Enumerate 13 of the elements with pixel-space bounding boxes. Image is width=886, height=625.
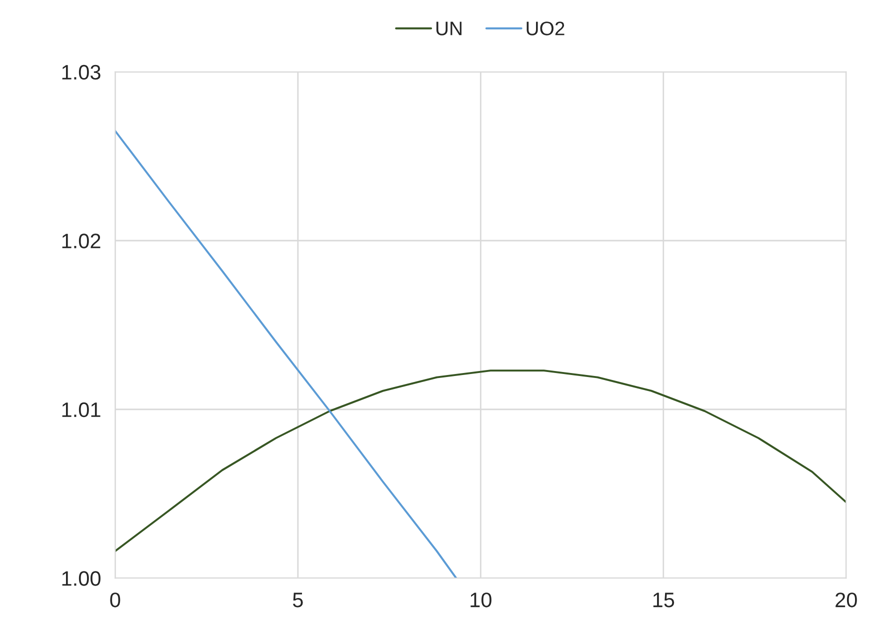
legend-label: UN [436,22,462,36]
x-tick-label: 15 [653,592,674,608]
y-tick-label: 1.01 [62,402,100,418]
y-tick-label: 1.00 [62,571,100,586]
x-tick-label: 20 [836,592,857,608]
y-tick-label: 1.02 [62,234,100,248]
legend-label: UO2 [526,22,564,36]
y-tick-label: 1.03 [62,64,100,80]
line-series [115,130,458,578]
x-tick-label: 10 [470,592,492,608]
x-tick-label: 0 [110,592,120,608]
line-series [115,370,846,552]
x-tick-label: 5 [292,592,303,608]
